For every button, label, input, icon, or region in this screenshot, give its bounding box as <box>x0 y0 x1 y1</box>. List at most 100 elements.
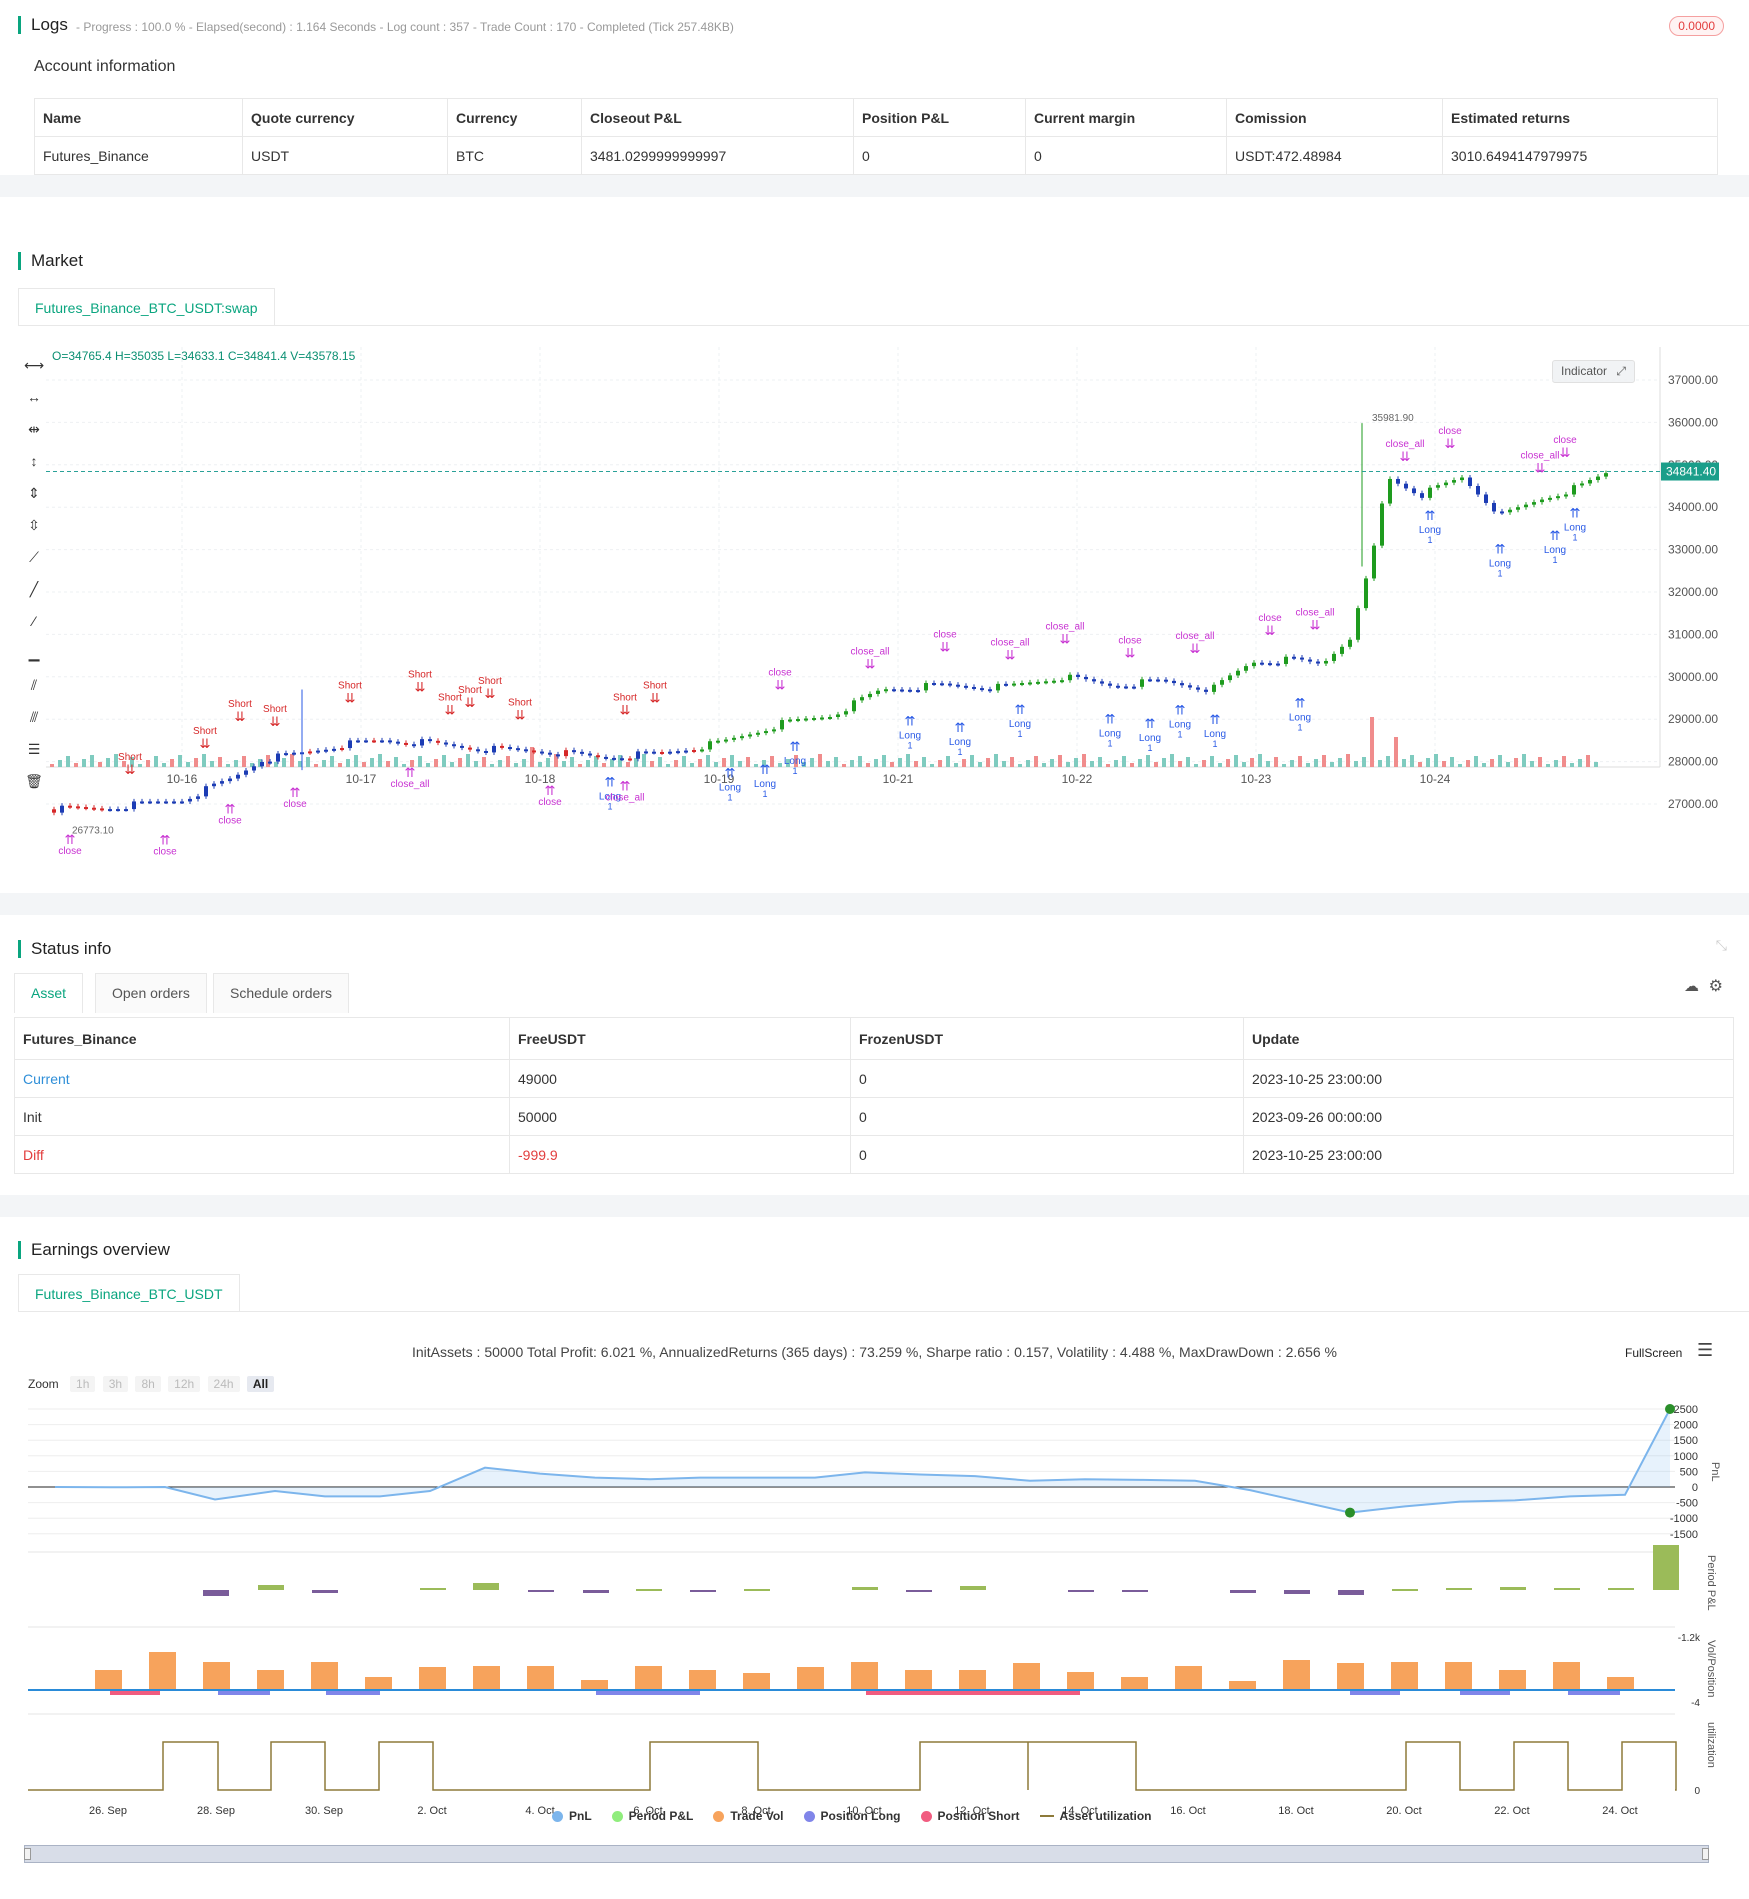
zoom-3h[interactable]: 3h <box>102 1376 129 1392</box>
volume-bar <box>1330 762 1334 767</box>
candle-body <box>124 809 128 812</box>
trade-vol-bar <box>959 1670 986 1690</box>
legend-label: PnL <box>569 1809 592 1823</box>
volume-bar <box>754 764 758 767</box>
navigator-scrollbar[interactable] <box>24 1845 1709 1863</box>
volume-bar <box>1570 763 1574 767</box>
trash-icon[interactable]: 🗑 <box>25 773 43 789</box>
price-line-icon[interactable]: ▁ <box>28 645 40 661</box>
volume-bar <box>186 762 190 767</box>
candle-body <box>140 801 144 804</box>
vertical-line-icon[interactable]: ↕ <box>30 453 38 469</box>
long-arrow: ⇈ <box>1570 506 1581 521</box>
volume-bar <box>1322 755 1326 767</box>
trade-vol-bar <box>635 1666 662 1690</box>
volume-bar <box>90 755 94 767</box>
collapse-icon[interactable]: ⤡ <box>1715 937 1727 953</box>
navigator-handle-right[interactable] <box>1702 1848 1709 1860</box>
volume-bar <box>602 763 606 767</box>
volume-bar <box>1378 760 1382 767</box>
x-tick-label: 28. Sep <box>197 1805 235 1817</box>
fib-levels-icon[interactable]: ☰ <box>27 741 41 757</box>
trade-vol-bar <box>257 1670 284 1690</box>
candle-body <box>1148 679 1152 682</box>
long-marker-label: Long <box>949 737 971 748</box>
close-marker-label: close_all <box>1521 451 1560 462</box>
candle-body <box>1028 682 1032 685</box>
volume-bar <box>666 764 670 767</box>
tab-earnings-symbol[interactable]: Futures_Binance_BTC_USDT <box>18 1274 240 1312</box>
y-tick-label: 28000.00 <box>1668 755 1718 769</box>
volume-bar <box>1442 761 1446 767</box>
candle-body <box>1092 679 1096 682</box>
chart-legend: PnL Period P&L Trade Vol Position Long P… <box>552 1809 1172 1823</box>
close-marker-label: close <box>1258 613 1282 624</box>
fullscreen-button[interactable]: FullScreen <box>1625 1346 1682 1360</box>
legend-position-long[interactable]: Position Long <box>803 1809 901 1823</box>
candle-body <box>148 801 152 804</box>
ray-line-icon[interactable]: ╱ <box>29 581 39 597</box>
legend-trade-vol[interactable]: Trade Vol <box>713 1809 784 1823</box>
utilization-line <box>28 1741 1677 1791</box>
legend-period-pnl[interactable]: Period P&L <box>611 1809 694 1823</box>
vertical-segment-icon[interactable]: ⇳ <box>28 517 40 533</box>
indicator-button[interactable]: Indicator ⤢ <box>1552 360 1635 383</box>
period-pnl-bar <box>203 1590 229 1596</box>
x-tick-label: 24. Oct <box>1602 1805 1637 1817</box>
close-marker-label: close <box>538 797 562 808</box>
fib-icon[interactable]: ⫻ <box>29 709 39 725</box>
legend-position-short[interactable]: Position Short <box>920 1809 1020 1823</box>
candle-body <box>164 801 168 804</box>
volume-bar <box>1202 760 1206 767</box>
tab-open-orders[interactable]: Open orders <box>95 973 207 1013</box>
candle-body <box>284 753 288 756</box>
long-marker-label: Long <box>1169 719 1191 730</box>
tab-schedule-orders[interactable]: Schedule orders <box>213 973 349 1013</box>
volume-bar <box>946 756 950 767</box>
volume-bar <box>146 760 150 767</box>
candle-body <box>588 753 592 756</box>
volume-bar <box>410 760 414 767</box>
earnings-chart[interactable]: 300025002000150010005000-500-1000-1500Pn… <box>0 1402 1749 1872</box>
period-pnl-bar <box>1068 1590 1094 1592</box>
tab-asset[interactable]: Asset <box>14 973 84 1013</box>
menu-icon[interactable]: ☰ <box>1697 1340 1714 1360</box>
tab-market-symbol[interactable]: Futures_Binance_BTC_USDT:swap <box>18 288 275 326</box>
gear-icon[interactable]: ⚙ <box>1708 978 1723 995</box>
segment-line-icon[interactable]: ⁄ <box>32 613 36 629</box>
volume-bar <box>618 755 622 767</box>
zoom-1h[interactable]: 1h <box>70 1376 96 1392</box>
candle-body <box>764 731 768 734</box>
candle-body <box>276 753 280 762</box>
zoom-24h[interactable]: 24h <box>207 1376 240 1392</box>
parallel-line-icon[interactable]: ⫽ <box>30 677 38 693</box>
legend-pnl[interactable]: PnL <box>552 1809 592 1823</box>
navigator-handle-left[interactable] <box>24 1848 31 1860</box>
candle-body <box>1572 485 1576 495</box>
trend-line-icon[interactable]: ⟋ <box>29 549 39 565</box>
long-arrow: ⇈ <box>1425 508 1436 523</box>
cloud-icon[interactable]: ☁ <box>1684 978 1699 995</box>
volume-bar <box>66 756 70 767</box>
legend-asset-utilization[interactable]: Asset utilization <box>1039 1809 1152 1823</box>
volume-bar <box>1410 755 1414 767</box>
candle-body <box>596 755 600 758</box>
legend-label: Period P&L <box>628 1809 694 1823</box>
zoom-all[interactable]: All <box>246 1376 275 1392</box>
cell: 2023-10-25 23:00:00 <box>1243 1059 1734 1098</box>
candle-body <box>668 751 672 754</box>
horizontal-segment-icon[interactable]: ⇹ <box>28 421 40 437</box>
horizontal-line-icon[interactable]: ⟷ <box>24 357 45 373</box>
candlestick-chart[interactable]: 37000.0036000.0035000.0034000.0033000.00… <box>0 337 1749 877</box>
zoom-8h[interactable]: 8h <box>135 1376 161 1392</box>
zoom-12h[interactable]: 12h <box>168 1376 201 1392</box>
short-arrow: ⇊ <box>125 762 136 777</box>
volume-bar <box>1362 757 1366 767</box>
candle-body <box>804 718 808 721</box>
volume-bar <box>290 754 294 767</box>
horizontal-ray-icon[interactable]: ↔ <box>27 389 41 405</box>
candle-body <box>820 717 824 720</box>
volume-bar <box>826 761 830 767</box>
vertical-ray-icon[interactable]: ⇕ <box>28 485 40 501</box>
candle-body <box>996 683 1000 691</box>
